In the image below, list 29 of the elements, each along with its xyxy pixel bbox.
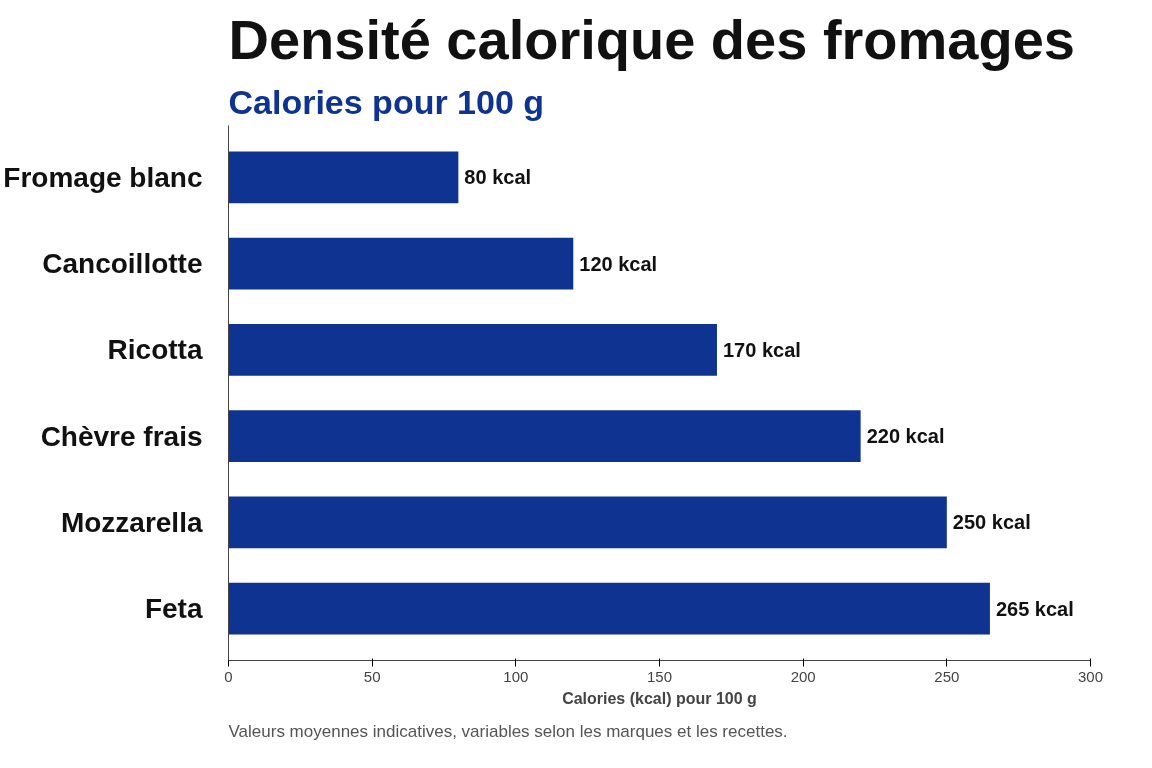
x-tick-label: 50 (363, 667, 381, 685)
x-tick-label: 300 (1077, 667, 1104, 685)
x-axis-title: Calories (kcal) pour 100 g (562, 689, 757, 707)
y-tick-label: Ricotta (107, 334, 203, 366)
data-label: 250 kcal (952, 511, 1031, 534)
chart-title: Densité calorique des fromages (228, 7, 1076, 71)
bar (228, 410, 861, 463)
data-label: 120 kcal (579, 252, 658, 275)
bar (228, 323, 717, 376)
x-tick-label: 0 (224, 667, 233, 685)
bar (228, 151, 459, 204)
bar (228, 582, 990, 635)
y-tick-label: Feta (144, 593, 203, 625)
x-tick-label: 100 (503, 667, 529, 685)
bar (228, 237, 574, 290)
x-tick-label: 250 (934, 667, 960, 685)
y-tick-label: Cancoillotte (42, 248, 203, 280)
text: Valeurs moyennes indicatives, variables selon les marques et les recettes. (228, 721, 788, 741)
data-label: 80 kcal (464, 166, 532, 189)
y-tick-label: Chèvre frais (40, 420, 203, 452)
x-tick-label: 150 (646, 667, 673, 685)
y-tick-label: Fromage blanc (3, 161, 203, 193)
bar (228, 496, 947, 549)
data-label: 265 kcal (995, 597, 1074, 620)
data-label: 170 kcal (722, 338, 801, 361)
data-label: 220 kcal (866, 425, 945, 448)
y-tick-label: Mozzarella (60, 506, 203, 538)
x-tick-label: 200 (790, 667, 816, 685)
chart-subtitle: Calories pour 100 g (228, 82, 545, 121)
